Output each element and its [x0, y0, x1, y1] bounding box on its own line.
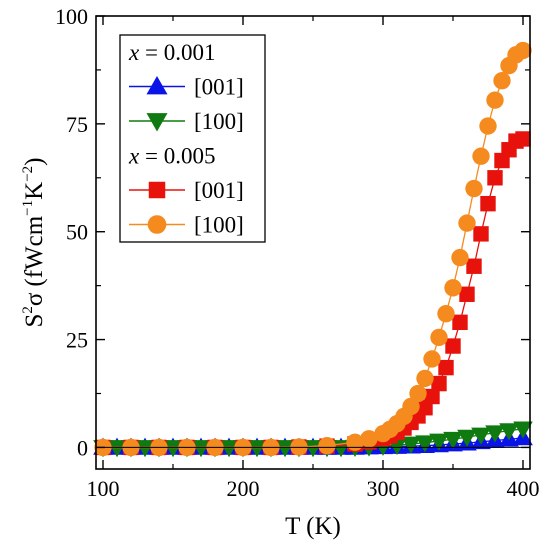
- data-point: [107, 440, 127, 458]
- data-point: [513, 421, 533, 439]
- data-point: [480, 195, 496, 212]
- y-axis-title-sup2: −1: [20, 200, 36, 216]
- data-point: [457, 429, 477, 447]
- data-point: [452, 314, 468, 331]
- y-tick-label: 25: [66, 328, 88, 353]
- legend-marker: [146, 113, 168, 132]
- x-tick-label: 400: [507, 476, 540, 501]
- data-point: [465, 179, 483, 198]
- data-point: [431, 375, 447, 392]
- y-tick-label: 100: [55, 4, 88, 29]
- legend-entry: [100]: [129, 109, 244, 134]
- legend-marker: [146, 76, 168, 95]
- legend-label: [001]: [194, 75, 244, 100]
- legend-group-header: x = 0.005: [128, 144, 215, 169]
- y-axis-title-sigma: σ: [21, 292, 48, 306]
- data-point: [514, 41, 532, 60]
- data-point: [429, 433, 449, 451]
- data-point: [416, 369, 434, 388]
- data-point: [515, 131, 531, 147]
- data-point: [458, 214, 476, 232]
- data-point: [499, 423, 519, 441]
- y-tick-label: 75: [66, 112, 88, 137]
- y-tick-label: 0: [77, 435, 88, 460]
- y-axis-title-k: K: [21, 182, 48, 200]
- y-axis-title-sup3: −2: [20, 166, 36, 182]
- data-point: [423, 350, 441, 368]
- data-point: [430, 328, 448, 347]
- data-point: [459, 286, 475, 302]
- x-tick-label: 300: [367, 476, 400, 501]
- y-axis-title-units: (fWcm: [21, 215, 48, 286]
- legend-entry: [001]: [129, 75, 244, 100]
- legend-box: [119, 34, 266, 243]
- data-point: [471, 427, 491, 445]
- data-point: [424, 388, 440, 405]
- data-point: [473, 226, 489, 242]
- x-tick-label: 100: [87, 476, 120, 501]
- y-axis-ticks: 0 25 50 75 100: [55, 4, 530, 460]
- data-point: [444, 279, 462, 297]
- legend-marker: [148, 181, 166, 199]
- data-point: [247, 440, 267, 458]
- data-point: [479, 117, 497, 135]
- data-point: [318, 437, 336, 455]
- data-point: [163, 440, 183, 458]
- data-point: [443, 431, 463, 450]
- legend: x = 0.001 x = 0.005 [001] [100] [001] [100]: [119, 34, 266, 243]
- data-point: [401, 436, 421, 454]
- data-point: [219, 440, 239, 458]
- data-point: [486, 91, 504, 109]
- data-point: [346, 433, 364, 451]
- data-point: [437, 305, 455, 323]
- data-point: [360, 430, 378, 448]
- data-point: [451, 248, 469, 267]
- data-point: [402, 397, 420, 416]
- data-point: [409, 384, 427, 403]
- data-point: [466, 258, 482, 274]
- data-point: [303, 440, 323, 458]
- data-point: [135, 440, 155, 458]
- legend-label: [100]: [194, 213, 244, 238]
- data-point: [487, 170, 503, 186]
- y-axis-title-close: ): [21, 157, 48, 165]
- data-point: [445, 338, 461, 354]
- legend-entry: [100]: [129, 213, 244, 238]
- legend-label: [001]: [194, 178, 244, 203]
- legend-entry: [001]: [129, 178, 244, 203]
- x-tick-label: 200: [227, 476, 260, 501]
- legend-group-header: x = 0.001: [128, 40, 215, 65]
- y-tick-label: 50: [66, 220, 88, 245]
- y-axis-title-sup1: 2: [20, 306, 36, 314]
- x-axis-title: T (K): [285, 513, 341, 540]
- data-point: [191, 440, 211, 458]
- data-point: [493, 72, 511, 90]
- data-point: [472, 147, 490, 165]
- y-axis-title-base: S: [21, 314, 48, 328]
- data-point: [415, 435, 435, 453]
- legend-label: [100]: [194, 109, 244, 134]
- data-point: [275, 440, 295, 458]
- legend-marker: [147, 215, 167, 234]
- x-axis-ticks: 100 200 300 400: [87, 16, 540, 501]
- data-point: [438, 359, 454, 376]
- y-axis-title: S2σ (fWcm−1K−2): [20, 157, 48, 327]
- data-point: [485, 425, 505, 443]
